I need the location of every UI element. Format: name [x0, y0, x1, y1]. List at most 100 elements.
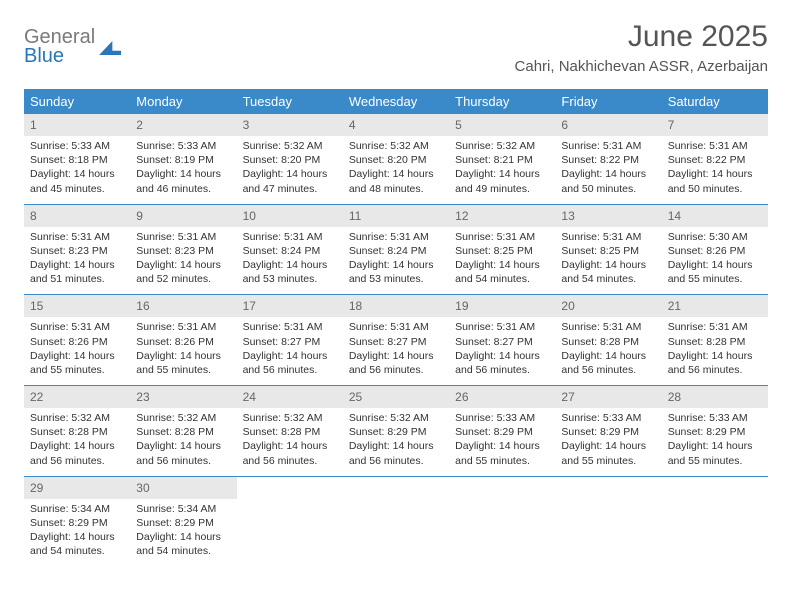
daylight-line: Daylight: 14 hours and 54 minutes.: [30, 530, 124, 558]
day-details: Sunrise: 5:31 AMSunset: 8:28 PMDaylight:…: [668, 320, 762, 377]
calendar-cell: [555, 477, 661, 567]
sunrise-line: Sunrise: 5:31 AM: [668, 139, 762, 153]
day-number-band: 1: [24, 114, 130, 136]
day-details: Sunrise: 5:31 AMSunset: 8:23 PMDaylight:…: [136, 230, 230, 287]
sunrise-line: Sunrise: 5:31 AM: [561, 320, 655, 334]
calendar-row: 29Sunrise: 5:34 AMSunset: 8:29 PMDayligh…: [24, 477, 768, 567]
day-details: Sunrise: 5:33 AMSunset: 8:18 PMDaylight:…: [30, 139, 124, 196]
day-number-band: 4: [343, 114, 449, 136]
page-header: General Blue June 2025 Cahri, Nakhicheva…: [24, 20, 768, 75]
calendar-cell: 17Sunrise: 5:31 AMSunset: 8:27 PMDayligh…: [237, 295, 343, 385]
day-number: 14: [668, 209, 681, 223]
calendar-cell: 9 Sunrise: 5:31 AMSunset: 8:23 PMDaylight…: [130, 205, 236, 295]
sunrise-line: Sunrise: 5:31 AM: [243, 320, 337, 334]
day-number: 26: [455, 390, 468, 404]
calendar-cell: 1 Sunrise: 5:33 AMSunset: 8:18 PMDaylight…: [24, 114, 130, 204]
calendar-body: 1 Sunrise: 5:33 AMSunset: 8:18 PMDaylight…: [24, 114, 768, 566]
day-number: 19: [455, 299, 468, 313]
calendar-row: 15Sunrise: 5:31 AMSunset: 8:26 PMDayligh…: [24, 295, 768, 386]
day-details: Sunrise: 5:31 AMSunset: 8:22 PMDaylight:…: [561, 139, 655, 196]
sunset-line: Sunset: 8:25 PM: [455, 244, 549, 258]
day-details: Sunrise: 5:33 AMSunset: 8:19 PMDaylight:…: [136, 139, 230, 196]
weekday-label: Friday: [555, 89, 661, 114]
day-number: 9: [136, 209, 143, 223]
sunrise-line: Sunrise: 5:31 AM: [561, 230, 655, 244]
sunset-line: Sunset: 8:29 PM: [668, 425, 762, 439]
day-number: 12: [455, 209, 468, 223]
daylight-line: Daylight: 14 hours and 45 minutes.: [30, 167, 124, 195]
calendar-cell: 21 Sunrise: 5:31 AMSunset: 8:28 PMDayligh…: [662, 295, 768, 385]
calendar-cell: 13Sunrise: 5:31 AMSunset: 8:25 PMDayligh…: [555, 205, 661, 295]
sunrise-line: Sunrise: 5:33 AM: [455, 411, 549, 425]
sunset-line: Sunset: 8:29 PM: [455, 425, 549, 439]
day-number: 10: [243, 209, 256, 223]
day-number: 18: [349, 299, 362, 313]
daylight-line: Daylight: 14 hours and 50 minutes.: [668, 167, 762, 195]
sunset-line: Sunset: 8:29 PM: [561, 425, 655, 439]
daylight-line: Daylight: 14 hours and 56 minutes.: [455, 349, 549, 377]
day-details: Sunrise: 5:31 AMSunset: 8:27 PMDaylight:…: [455, 320, 549, 377]
calendar: SundayMondayTuesdayWednesdayThursdayFrid…: [24, 89, 768, 566]
sunrise-line: Sunrise: 5:31 AM: [668, 320, 762, 334]
sunrise-line: Sunrise: 5:32 AM: [243, 139, 337, 153]
day-number-band: 11: [343, 205, 449, 227]
day-number-band: 14: [662, 205, 768, 227]
calendar-cell: [343, 477, 449, 567]
day-number-band: 5: [449, 114, 555, 136]
sunset-line: Sunset: 8:26 PM: [30, 335, 124, 349]
day-details: Sunrise: 5:32 AMSunset: 8:29 PMDaylight:…: [349, 411, 443, 468]
sunrise-line: Sunrise: 5:34 AM: [136, 502, 230, 516]
day-number: 22: [30, 390, 43, 404]
day-number: 21: [668, 299, 681, 313]
day-number: 25: [349, 390, 362, 404]
day-number-band: 13: [555, 205, 661, 227]
daylight-line: Daylight: 14 hours and 54 minutes.: [561, 258, 655, 286]
sunset-line: Sunset: 8:24 PM: [349, 244, 443, 258]
day-details: Sunrise: 5:32 AMSunset: 8:28 PMDaylight:…: [30, 411, 124, 468]
day-details: Sunrise: 5:31 AMSunset: 8:24 PMDaylight:…: [243, 230, 337, 287]
day-number: 13: [561, 209, 574, 223]
day-details: Sunrise: 5:30 AMSunset: 8:26 PMDaylight:…: [668, 230, 762, 287]
daylight-line: Daylight: 14 hours and 52 minutes.: [136, 258, 230, 286]
sunset-line: Sunset: 8:27 PM: [349, 335, 443, 349]
calendar-cell: 24Sunrise: 5:32 AMSunset: 8:28 PMDayligh…: [237, 386, 343, 476]
calendar-cell: 14 Sunrise: 5:30 AMSunset: 8:26 PMDayligh…: [662, 205, 768, 295]
sunset-line: Sunset: 8:29 PM: [349, 425, 443, 439]
sunset-line: Sunset: 8:28 PM: [668, 335, 762, 349]
day-number-band: 22: [24, 386, 130, 408]
sunrise-line: Sunrise: 5:33 AM: [668, 411, 762, 425]
daylight-line: Daylight: 14 hours and 47 minutes.: [243, 167, 337, 195]
sunrise-line: Sunrise: 5:33 AM: [136, 139, 230, 153]
sunset-line: Sunset: 8:29 PM: [30, 516, 124, 530]
daylight-line: Daylight: 14 hours and 56 minutes.: [243, 439, 337, 467]
sunset-line: Sunset: 8:27 PM: [243, 335, 337, 349]
calendar-cell: 2Sunrise: 5:33 AMSunset: 8:19 PMDaylight…: [130, 114, 236, 204]
weekday-label: Sunday: [24, 89, 130, 114]
day-number: 16: [136, 299, 149, 313]
day-number-band: 27: [555, 386, 661, 408]
sunrise-line: Sunrise: 5:31 AM: [455, 230, 549, 244]
calendar-cell: 8Sunrise: 5:31 AMSunset: 8:23 PMDaylight…: [24, 205, 130, 295]
sunset-line: Sunset: 8:27 PM: [455, 335, 549, 349]
day-number-band: 3: [237, 114, 343, 136]
sunrise-line: Sunrise: 5:31 AM: [561, 139, 655, 153]
calendar-row: 1 Sunrise: 5:33 AMSunset: 8:18 PMDaylight…: [24, 114, 768, 205]
logo: General Blue: [24, 20, 121, 68]
day-details: Sunrise: 5:31 AMSunset: 8:24 PMDaylight:…: [349, 230, 443, 287]
day-number: 28: [668, 390, 681, 404]
day-number-band: 6: [555, 114, 661, 136]
sunrise-line: Sunrise: 5:31 AM: [136, 320, 230, 334]
calendar-cell: 28Sunrise: 5:33 AMSunset: 8:29 PMDayligh…: [662, 386, 768, 476]
sunset-line: Sunset: 8:22 PM: [668, 153, 762, 167]
day-details: Sunrise: 5:32 AMSunset: 8:28 PMDaylight:…: [136, 411, 230, 468]
daylight-line: Daylight: 14 hours and 54 minutes.: [455, 258, 549, 286]
day-details: Sunrise: 5:34 AMSunset: 8:29 PMDaylight:…: [136, 502, 230, 559]
month-title: June 2025: [515, 20, 768, 54]
calendar-cell: 25 Sunrise: 5:32 AMSunset: 8:29 PMDayligh…: [343, 386, 449, 476]
calendar-row: 22 Sunrise: 5:32 AMSunset: 8:28 PMDayligh…: [24, 386, 768, 477]
sunrise-line: Sunrise: 5:30 AM: [668, 230, 762, 244]
calendar-cell: [237, 477, 343, 567]
sunrise-line: Sunrise: 5:31 AM: [455, 320, 549, 334]
sunset-line: Sunset: 8:20 PM: [349, 153, 443, 167]
sunset-line: Sunset: 8:26 PM: [668, 244, 762, 258]
